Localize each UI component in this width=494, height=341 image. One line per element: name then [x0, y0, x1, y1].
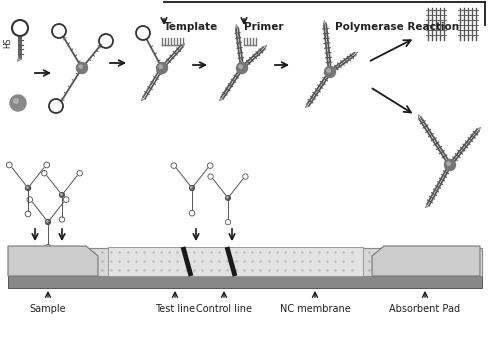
Circle shape: [79, 65, 82, 68]
Text: Absorbent Pad: Absorbent Pad: [389, 304, 460, 314]
Circle shape: [26, 186, 31, 191]
Text: NC membrane: NC membrane: [280, 304, 350, 314]
Circle shape: [27, 187, 28, 188]
Polygon shape: [372, 246, 480, 276]
Text: Sample: Sample: [30, 304, 66, 314]
Text: Control line: Control line: [196, 304, 252, 314]
Circle shape: [14, 99, 18, 103]
Circle shape: [447, 162, 450, 165]
Circle shape: [46, 221, 48, 222]
Text: Polymerase Reaction: Polymerase Reaction: [335, 22, 459, 32]
Circle shape: [445, 160, 455, 170]
Text: Template: Template: [164, 22, 218, 32]
Circle shape: [10, 95, 26, 111]
FancyBboxPatch shape: [108, 247, 363, 276]
Circle shape: [60, 193, 64, 197]
Circle shape: [327, 69, 330, 72]
Circle shape: [239, 65, 242, 68]
Circle shape: [45, 220, 50, 224]
Circle shape: [61, 194, 62, 195]
Circle shape: [191, 187, 192, 188]
FancyBboxPatch shape: [8, 274, 482, 288]
Text: Primer: Primer: [244, 22, 284, 32]
Circle shape: [226, 196, 230, 201]
Circle shape: [157, 62, 167, 74]
Text: Test line: Test line: [155, 304, 195, 314]
Text: HS: HS: [3, 38, 12, 48]
Circle shape: [190, 186, 195, 191]
Circle shape: [325, 66, 335, 77]
Circle shape: [237, 62, 247, 74]
Circle shape: [77, 62, 87, 74]
Polygon shape: [8, 246, 98, 276]
Circle shape: [227, 197, 228, 198]
Circle shape: [159, 65, 162, 68]
FancyBboxPatch shape: [8, 248, 482, 276]
